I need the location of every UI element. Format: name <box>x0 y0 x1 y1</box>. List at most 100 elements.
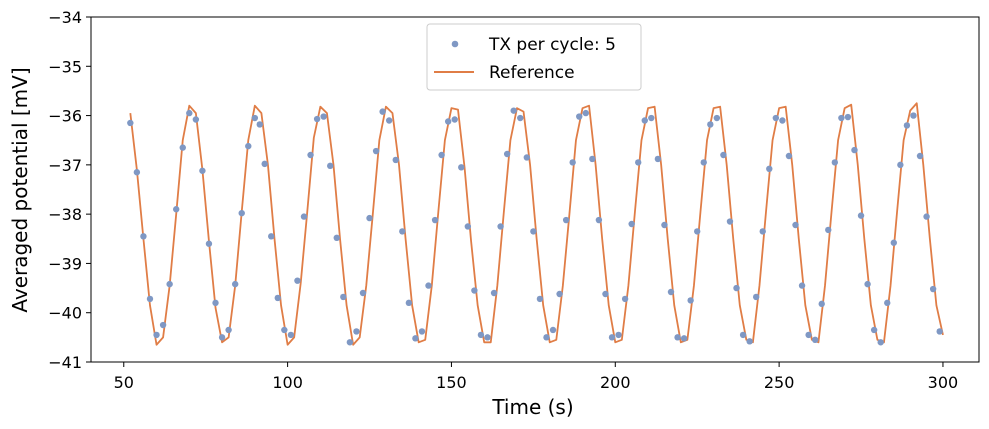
data-point <box>133 169 141 176</box>
data-point <box>166 280 173 288</box>
y-tick-label: −34 <box>48 8 82 27</box>
data-point <box>746 338 753 345</box>
data-point <box>477 331 485 339</box>
data-point <box>438 151 445 159</box>
data-point <box>444 118 452 125</box>
data-point <box>936 328 943 335</box>
data-point <box>641 117 648 124</box>
data-point <box>458 164 465 171</box>
legend-marker-scatter <box>451 40 459 48</box>
data-point <box>844 113 852 121</box>
data-point <box>340 293 347 301</box>
data-point <box>910 112 917 119</box>
data-point <box>146 295 154 303</box>
data-point <box>140 233 147 240</box>
scatter-series <box>127 107 943 346</box>
data-point <box>916 152 924 160</box>
data-point <box>589 155 596 163</box>
data-point <box>884 299 891 307</box>
data-point <box>903 122 911 129</box>
data-point <box>464 223 472 230</box>
data-point <box>405 299 413 307</box>
data-point <box>759 228 766 235</box>
x-axis-label: Time (s) <box>491 395 573 419</box>
data-point <box>890 239 897 246</box>
data-point <box>205 240 213 247</box>
data-point <box>838 114 845 122</box>
data-point <box>366 214 373 222</box>
reference-series <box>129 102 944 346</box>
data-point <box>153 331 160 339</box>
data-point <box>307 151 314 159</box>
data-point <box>510 107 517 114</box>
data-point <box>929 285 937 293</box>
data-point <box>431 216 439 224</box>
data-point <box>766 165 773 172</box>
data-point <box>877 339 884 346</box>
data-point <box>818 300 825 308</box>
data-point <box>543 334 550 341</box>
data-point <box>517 114 524 122</box>
data-point <box>556 290 563 298</box>
data-point <box>726 218 734 225</box>
data-point <box>569 159 576 166</box>
data-point <box>720 151 727 159</box>
y-tick-label: −37 <box>48 156 82 175</box>
y-tick-label: −38 <box>48 205 82 224</box>
data-point <box>707 121 714 128</box>
data-point <box>425 282 432 289</box>
y-tick-label: −41 <box>48 353 82 372</box>
data-point <box>713 114 721 122</box>
legend-label-scatter: TX per cycle: 5 <box>488 35 616 55</box>
data-point <box>857 212 865 219</box>
data-point <box>595 216 603 224</box>
data-point <box>602 290 609 298</box>
x-tick-label: 250 <box>764 373 795 392</box>
data-point <box>225 326 232 334</box>
data-point <box>399 228 406 235</box>
data-point <box>256 121 263 128</box>
data-point <box>261 160 268 168</box>
data-point <box>294 277 301 284</box>
data-point <box>372 147 380 155</box>
data-point <box>451 116 458 123</box>
data-point <box>851 146 858 154</box>
data-point <box>268 233 275 240</box>
data-point <box>359 289 367 297</box>
data-point <box>313 115 321 123</box>
legend-frame <box>426 23 642 91</box>
data-point <box>680 335 688 342</box>
data-point <box>173 206 180 213</box>
data-point <box>287 331 295 339</box>
data-point <box>179 144 186 151</box>
data-point <box>785 152 793 160</box>
data-point <box>127 119 134 127</box>
x-tick-label: 300 <box>928 373 959 392</box>
data-point <box>497 223 504 230</box>
y-tick-label: −39 <box>48 254 82 273</box>
data-point <box>238 209 245 217</box>
data-point <box>353 328 360 335</box>
data-point <box>582 109 589 117</box>
data-point <box>628 220 635 228</box>
data-point <box>503 150 511 158</box>
data-point <box>700 159 707 166</box>
y-axis-label: Averaged potential [mV] <box>8 67 32 312</box>
data-point <box>615 331 622 339</box>
data-point <box>320 113 327 120</box>
data-point <box>245 142 252 150</box>
data-point <box>805 331 812 339</box>
data-point <box>523 154 531 161</box>
data-point <box>471 287 478 294</box>
data-point <box>549 326 557 334</box>
data-point <box>674 334 681 341</box>
data-point <box>186 109 193 117</box>
data-point <box>661 221 668 229</box>
data-point <box>300 213 308 220</box>
data-point <box>490 289 498 297</box>
data-point <box>199 167 206 174</box>
data-point <box>897 161 904 169</box>
legend: TX per cycle: 5 Reference <box>426 23 642 91</box>
data-point <box>218 334 226 341</box>
data-point <box>923 213 930 220</box>
